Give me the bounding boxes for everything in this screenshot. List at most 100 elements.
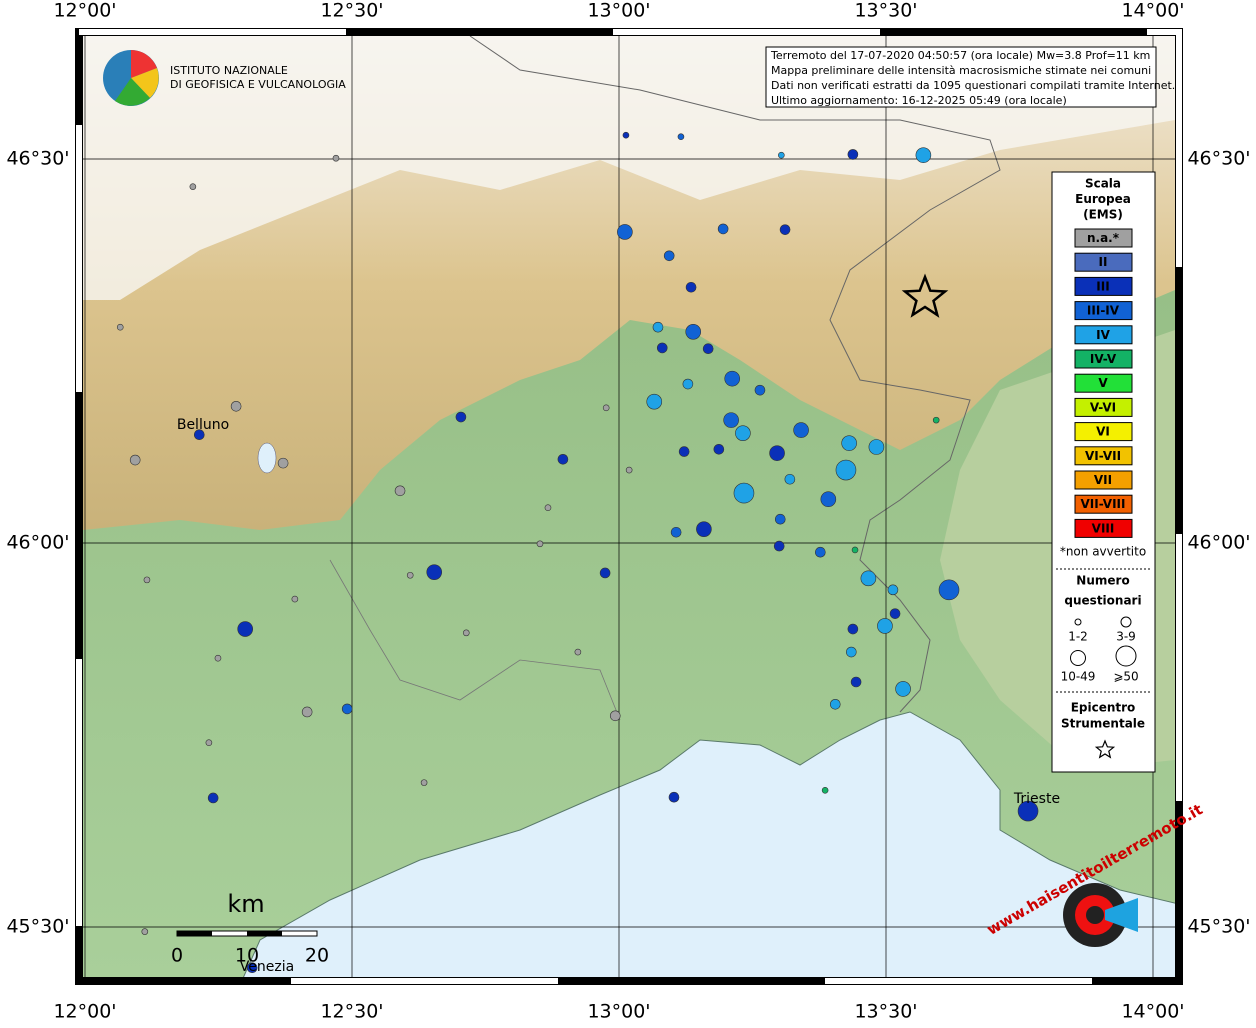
scale-unit: km (227, 890, 264, 918)
legend-size (1120, 616, 1132, 628)
legend-label: VI (1096, 425, 1110, 439)
intensity-point (877, 618, 893, 634)
legend-title: Numero (1076, 574, 1129, 588)
lon-tick-label: 12°00' (53, 1001, 116, 1023)
info-line: Ultimo aggiornamento: 16-12-2025 05:49 (… (771, 94, 1067, 107)
intensity-point (609, 710, 621, 722)
intensity-point (778, 151, 785, 159)
lon-tick-label: 12°00' (53, 0, 116, 22)
intensity-point (784, 473, 796, 485)
intensity-point (622, 131, 630, 139)
intensity-point (821, 786, 829, 794)
legend-label: VII-VIII (1080, 497, 1125, 511)
legend-size (1115, 645, 1137, 667)
intensity-point (820, 491, 837, 508)
graticule (83, 36, 1175, 977)
intensity-point (702, 343, 714, 354)
lon-tick-label: 13°00' (587, 1001, 650, 1023)
legend-title: Europea (1075, 192, 1131, 206)
legend-size-label: 10-49 (1061, 670, 1096, 684)
logo-text: ISTITUTO NAZIONALE (170, 64, 288, 77)
place-label: Belluno (177, 417, 229, 433)
intensity-point (841, 435, 857, 451)
intensity-point (938, 579, 960, 601)
legend-label: III-IV (1087, 304, 1120, 318)
legend-label: VIII (1092, 521, 1115, 535)
lat-tick-label: 45°30' (1187, 916, 1250, 938)
intensity-point (678, 446, 690, 457)
info-line: Mappa preliminare delle intensità macros… (771, 64, 1151, 77)
ingv-logo: ISTITUTO NAZIONALE DI GEOFISICA E VULCAN… (103, 50, 346, 106)
intensity-point (915, 147, 932, 163)
lat-tick-label: 46°00' (6, 532, 69, 554)
frame-ticks (76, 29, 1182, 984)
legend-swatch (1074, 349, 1133, 369)
terrain (83, 36, 1175, 977)
points (116, 131, 1039, 974)
intensity-point (332, 154, 340, 162)
intensity-point (646, 393, 663, 410)
region-line (329, 559, 621, 721)
epicenter (901, 273, 949, 318)
sea (243, 711, 1175, 977)
intensity-point (291, 595, 299, 603)
legend-title: (EMS) (1083, 208, 1123, 222)
intensity-point (141, 928, 149, 935)
legend-swatch (1074, 228, 1133, 248)
intensity-point (779, 224, 791, 235)
intensity-point (847, 623, 859, 635)
intensity-point (723, 412, 739, 428)
intensity-point (868, 439, 885, 455)
intensity-point (860, 570, 877, 587)
intensity-point (847, 149, 859, 160)
intensity-point (717, 223, 729, 235)
intensity-point (895, 681, 911, 697)
intensity-point (889, 608, 901, 619)
intensity-point (656, 342, 668, 354)
intensity-point (754, 384, 766, 396)
intensity-point (652, 321, 664, 333)
intensity-point (851, 546, 859, 554)
intensity-point (815, 546, 826, 558)
scale-label: 20 (305, 945, 329, 967)
legend-label: V (1098, 376, 1108, 390)
intensity-point (713, 444, 725, 455)
intensity-point (774, 513, 786, 525)
intensity-point (773, 540, 785, 552)
scale-label: 10 (235, 945, 259, 967)
intensity-point (733, 482, 755, 504)
intensity-point (420, 779, 428, 786)
intensity-point (668, 791, 680, 803)
lon-tick-label: 12°30' (320, 0, 383, 22)
intensity-point (394, 485, 406, 497)
intensity-point (602, 404, 610, 412)
intensity-point (724, 370, 741, 387)
legend-swatch (1074, 373, 1133, 393)
info-line: Terremoto del 17-07-2020 04:50:57 (ora l… (770, 49, 1150, 62)
intensity-point (735, 425, 751, 441)
legend-title: questionari (1064, 594, 1141, 608)
intensity-point (544, 504, 552, 511)
legend-size-label: 1-2 (1068, 630, 1088, 644)
legend-title: Epicentro (1071, 701, 1136, 715)
intensity-point (129, 454, 141, 466)
legend-size-label: ⩾50 (1113, 670, 1138, 684)
logo-text: DI GEOFISICA E VULCANOLOGIA (170, 78, 346, 91)
intensity-point (850, 676, 862, 688)
info-lines: Terremoto del 17-07-2020 04:50:57 (ora l… (770, 49, 1175, 107)
legend-label: VI-VII (1085, 449, 1121, 463)
lat-tick-label: 46°00' (1187, 532, 1250, 554)
lat-tick-label: 46°30' (6, 148, 69, 170)
legend-label: V-VI (1090, 400, 1116, 414)
intensity-point (670, 526, 682, 538)
legend-swatch (1074, 470, 1133, 490)
scale-label: 0 (171, 945, 183, 967)
lon-tick-label: 13°00' (587, 0, 650, 22)
lake (257, 442, 277, 474)
legend-swatch (1074, 325, 1133, 345)
legend-label: VII (1094, 473, 1112, 487)
intensity-point (205, 739, 213, 746)
intensity-point (663, 250, 675, 262)
border (469, 36, 1001, 713)
